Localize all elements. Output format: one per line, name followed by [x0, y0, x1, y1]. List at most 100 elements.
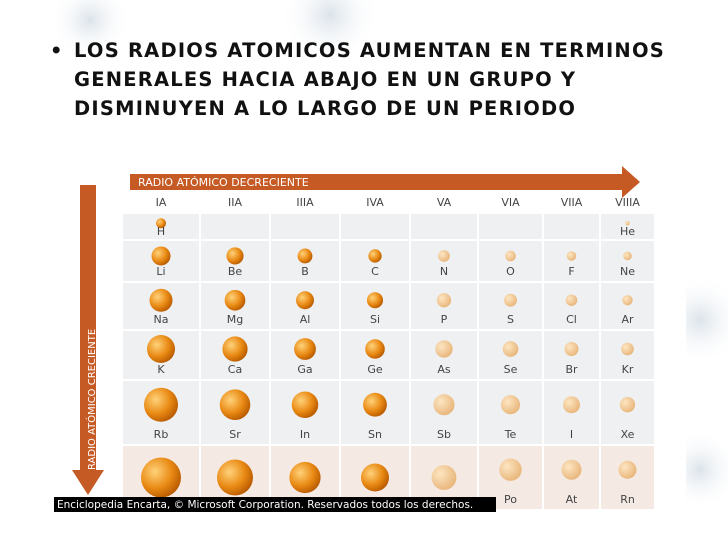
- group-header: IIA: [228, 196, 242, 209]
- caption-bg: [54, 497, 496, 512]
- group-header: IVA: [366, 196, 384, 209]
- cell: [411, 214, 477, 239]
- element-symbol: Sn: [368, 428, 382, 441]
- atom: [500, 395, 521, 415]
- element-symbol: Si: [370, 313, 380, 326]
- cell: [601, 381, 654, 444]
- element-symbol: F: [568, 265, 574, 278]
- atom: [141, 457, 181, 498]
- element-symbol: I: [570, 428, 573, 441]
- bullet-text: LOS RADIOS ATOMICOS AUMENTAN EN TERMINOS…: [50, 36, 714, 123]
- element-symbol: Ge: [367, 363, 383, 376]
- cell: [544, 214, 599, 239]
- atom: [217, 459, 253, 496]
- atom: [566, 251, 577, 261]
- atom: [431, 465, 457, 490]
- atom: [219, 389, 251, 421]
- atom: [224, 289, 246, 311]
- element-symbol: Rn: [620, 493, 635, 506]
- atom: [365, 339, 385, 359]
- atom: [366, 292, 384, 309]
- atom: [368, 249, 382, 263]
- atom: [621, 342, 634, 356]
- atom: [144, 387, 178, 422]
- arrow-vertical-label: RADIO ATÓMICO CRECIENTE: [85, 329, 98, 470]
- cell: [601, 283, 654, 329]
- atom: [618, 460, 637, 479]
- atom: [504, 293, 517, 307]
- atom: [565, 294, 578, 306]
- element-symbol: Rb: [154, 428, 169, 441]
- element-symbol: Li: [156, 265, 165, 278]
- element-symbol: Kr: [622, 363, 634, 376]
- atom: [619, 397, 636, 413]
- atom: [561, 459, 582, 480]
- atom: [226, 247, 244, 265]
- element-symbol: K: [157, 363, 165, 376]
- atom: [502, 341, 519, 357]
- table: IA IIA IIIA IVA VA VIA VIIA VIIIA H He Li Be B C N O F Ne…: [123, 196, 654, 509]
- arrow-vertical: [72, 185, 104, 495]
- atom: [289, 461, 321, 494]
- atom: [147, 335, 175, 363]
- element-symbol: Sr: [229, 428, 241, 441]
- element-symbol: Al: [300, 313, 311, 326]
- atom: [296, 291, 314, 310]
- group-header: IA: [156, 196, 167, 209]
- element-symbol: H: [157, 225, 165, 238]
- arrow-horizontal-label: RADIO ATÓMICO DECRECIENTE: [138, 176, 309, 189]
- atom: [435, 340, 453, 358]
- group-header: VA: [437, 196, 452, 209]
- element-symbol: Sb: [437, 428, 451, 441]
- element-symbol: C: [371, 265, 379, 278]
- element-symbol: N: [440, 265, 448, 278]
- atom: [361, 463, 389, 492]
- atom: [623, 251, 632, 261]
- element-symbol: As: [437, 363, 451, 376]
- cell: [601, 214, 654, 239]
- element-symbol: He: [620, 225, 635, 238]
- atom: [294, 338, 316, 360]
- atom: [563, 396, 580, 414]
- element-symbol: Ga: [297, 363, 312, 376]
- atom: [156, 218, 166, 229]
- element-symbol: Br: [565, 363, 578, 376]
- element-symbol: Be: [228, 265, 243, 278]
- group-header: VIIA: [561, 196, 583, 209]
- atom: [149, 288, 173, 312]
- element-symbol: P: [441, 313, 448, 326]
- atom: [363, 392, 387, 417]
- element-symbol: In: [300, 428, 310, 441]
- atom: [222, 336, 248, 362]
- atom: [622, 295, 633, 306]
- atom: [291, 391, 319, 418]
- element-symbol: Ne: [620, 265, 635, 278]
- element-symbol: Cl: [566, 313, 577, 326]
- arrow-horizontal: [130, 166, 640, 198]
- element-symbol: Se: [504, 363, 518, 376]
- group-header: VIA: [501, 196, 520, 209]
- element-symbol: Te: [504, 428, 517, 441]
- atom: [438, 250, 450, 262]
- group-header: IIIA: [296, 196, 314, 209]
- atom: [433, 394, 455, 416]
- cell: [544, 283, 599, 329]
- element-symbol: Mg: [227, 313, 243, 326]
- cell: [479, 214, 542, 239]
- group-header: VIIIA: [615, 196, 640, 209]
- element-symbol: At: [566, 493, 578, 506]
- cell: [341, 214, 409, 239]
- atom: [436, 293, 452, 308]
- atom: [499, 458, 522, 481]
- cell: [544, 241, 599, 281]
- cell: [271, 214, 339, 239]
- atom: [625, 221, 630, 226]
- element-symbol: S: [507, 313, 514, 326]
- element-symbol: Xe: [621, 428, 635, 441]
- atom: [297, 248, 313, 264]
- atom: [151, 246, 171, 266]
- element-symbol: O: [506, 265, 515, 278]
- atom: [564, 342, 579, 356]
